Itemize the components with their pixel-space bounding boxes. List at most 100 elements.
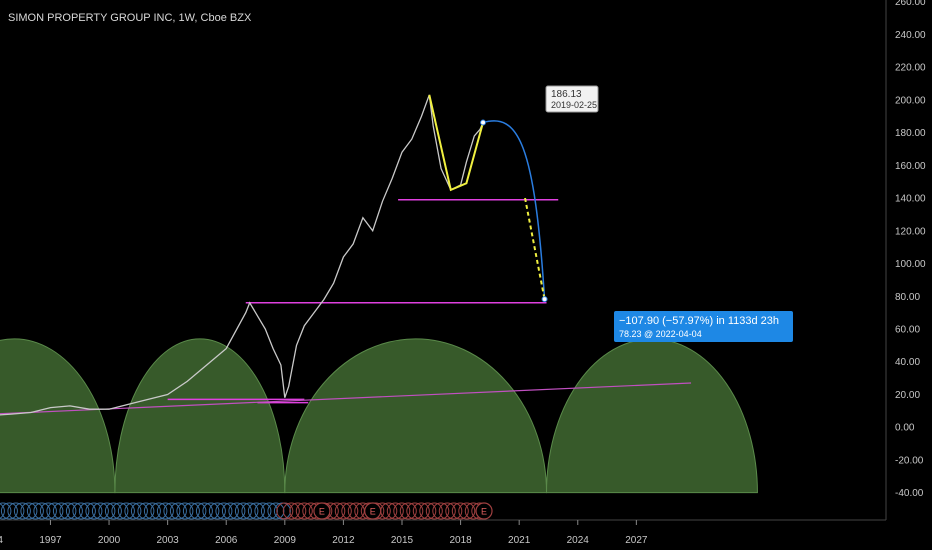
earnings-marker [163,502,181,520]
earnings-marker [260,502,278,520]
y-tick-label: 80.00 [895,292,920,303]
x-tick-label: 1994 [0,535,3,546]
projection-layer [480,119,548,303]
y-tick-label: 100.00 [895,259,926,270]
y-tick-label: 120.00 [895,226,926,237]
measure-detail-text: 78.23 @ 2022-04-04 [619,329,702,339]
zigzag-line [428,94,484,192]
price-axis[interactable]: 260.00 240.00 220.00 200.00 180.00 160.00 140.… [895,0,926,499]
earnings-marker [195,502,213,520]
x-tick-label: 2021 [508,535,531,546]
earnings-marker [156,502,174,520]
earnings-marker [78,502,96,520]
earnings-marker [59,502,77,520]
earnings-marker [445,502,463,520]
x-tick-label: 2024 [567,535,590,546]
earnings-marker [13,502,31,520]
earnings-marker [72,502,90,520]
earnings-marker [20,502,38,520]
y-tick-label: 140.00 [895,194,926,205]
measure-change-text: −107.90 (−57.97%) in 1133d 23h [619,315,779,327]
price-line [0,94,484,416]
earnings-marker [130,502,148,520]
x-tick-label: 1997 [39,535,62,546]
time-axis[interactable]: 1994 1997 2000 2003 2006 2009 2012 2015 2018 2021… [0,520,648,546]
earnings-marker [117,502,135,520]
y-tick-label: -40.00 [895,488,924,499]
y-tick-label: 260.00 [895,0,926,8]
earnings-marker [432,502,450,520]
y-tick-label: -20.00 [895,455,924,466]
earnings-e-label: E [370,507,376,517]
earnings-marker [234,502,252,520]
earnings-marker [111,502,129,520]
earnings-marker [247,502,265,520]
cycle-arc-2 [114,338,286,494]
earnings-marker [202,502,220,520]
price-tooltip-date: 2019-02-25 [551,100,597,110]
earnings-marker [289,502,307,520]
earnings-marker [425,502,443,520]
earnings-marker [282,502,300,520]
zigzag-pattern [428,94,484,192]
projection-dashed-line [524,197,546,300]
earnings-marker [451,502,469,520]
earnings-marker [228,502,246,520]
x-tick-label: 2006 [215,535,238,546]
earnings-marker [386,502,404,520]
x-tick-label: 2012 [332,535,355,546]
price-tooltip-value: 186.13 [551,89,582,100]
earnings-marker [124,502,142,520]
earnings-marker [182,502,200,520]
earnings-marker [169,502,187,520]
earnings-marker [0,502,12,520]
price-tooltip: 186.13 2019-02-25 [545,85,599,113]
y-tick-label: 180.00 [895,128,926,139]
earnings-marker [334,502,352,520]
earnings-marker [33,502,51,520]
earnings-e-label: E [319,507,325,517]
earnings-e-marker [364,502,382,520]
earnings-marker [393,502,411,520]
earnings-marker [85,502,103,520]
earnings-marker [221,502,239,520]
earnings-marker [189,502,207,520]
earnings-marker [65,502,83,520]
y-tick-label: 40.00 [895,357,920,368]
earnings-marker [176,502,194,520]
chart-title: SIMON PROPERTY GROUP INC, 1W, Cboe BZX [8,12,252,24]
earnings-marker [438,502,456,520]
horizontal-lines [167,198,559,404]
earnings-marker [208,502,226,520]
earnings-marker [39,502,57,520]
earnings-marker [0,502,18,520]
earnings-marker [295,502,313,520]
earnings-marker [91,502,109,520]
earnings-marker [52,502,70,520]
x-tick-label: 2009 [274,535,297,546]
y-tick-label: 200.00 [895,95,926,106]
measure-label-box [614,311,793,342]
y-tick-label: 220.00 [895,63,926,74]
earnings-marker [267,502,285,520]
y-tick-label: 20.00 [895,390,920,401]
earnings-marker [46,502,64,520]
price-tooltip-box [545,85,599,113]
earnings-marker [137,502,155,520]
x-tick-label: 2027 [625,535,648,546]
earnings-marker [7,502,25,520]
earnings-marker [241,502,259,520]
x-tick-label: 2000 [98,535,121,546]
earnings-e-marker [475,502,493,520]
earnings-e-marker [313,502,331,520]
projection-curve [482,120,546,300]
y-tick-label: 60.00 [895,324,920,335]
measure-label: −107.90 (−57.97%) in 1133d 23h 78.23 @ 2… [614,311,793,342]
earnings-marker [341,502,359,520]
x-tick-label: 2003 [157,535,180,546]
y-tick-label: 160.00 [895,161,926,172]
earnings-marker [143,502,161,520]
earnings-marker [215,502,233,520]
